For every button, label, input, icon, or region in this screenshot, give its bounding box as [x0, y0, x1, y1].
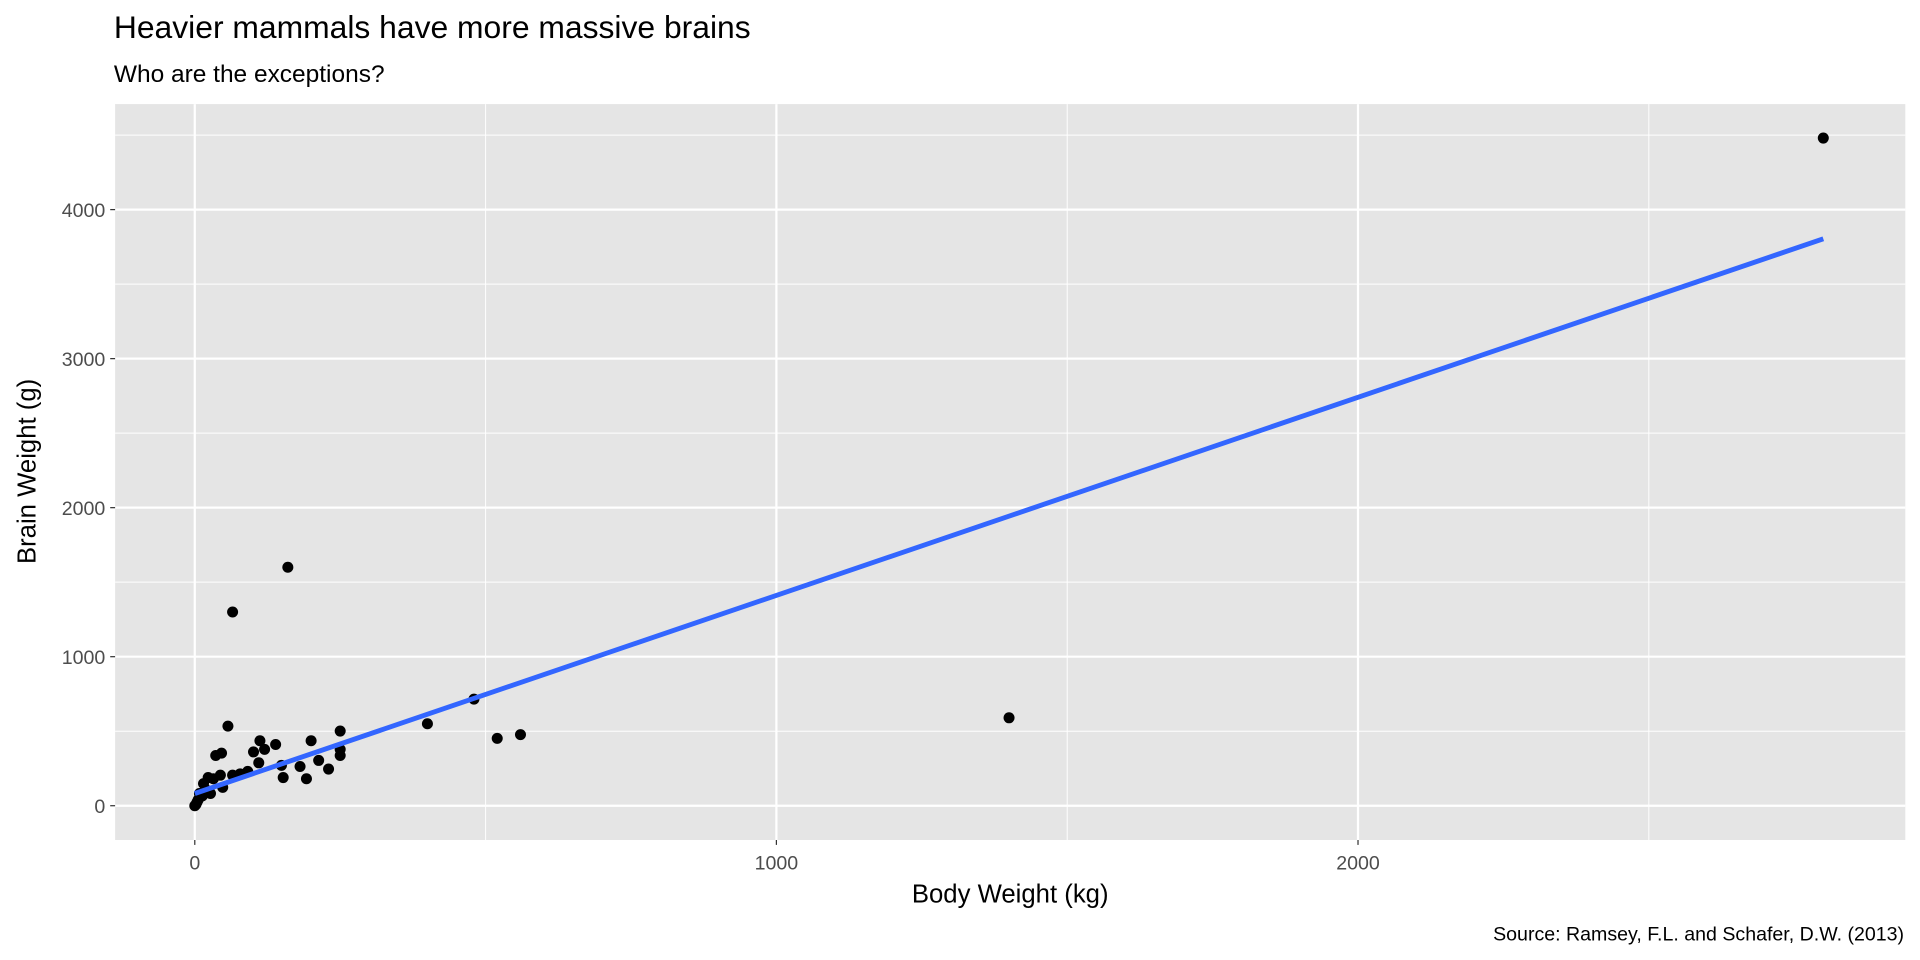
- point: [227, 606, 239, 618]
- point: [334, 749, 346, 762]
- point: [294, 761, 306, 773]
- y-tick-label: 3000: [62, 349, 106, 371]
- point: [334, 725, 346, 737]
- point: [305, 735, 317, 747]
- point: [421, 718, 433, 730]
- x-tick-label: 2000: [1336, 852, 1380, 874]
- chart-title: Heavier mammals have more massive brains: [114, 9, 751, 45]
- fit-line: [193, 236, 1825, 796]
- point: [313, 754, 325, 766]
- point: [191, 796, 203, 808]
- y-tick-label: 4000: [62, 200, 106, 222]
- point: [270, 738, 282, 750]
- x-tick-label: 0: [189, 852, 200, 874]
- point: [210, 749, 222, 762]
- point: [1003, 712, 1015, 724]
- y-tick-label: 2000: [62, 498, 106, 520]
- point: [514, 729, 526, 741]
- point: [248, 746, 260, 758]
- x-tick-label: 1000: [755, 852, 799, 874]
- point: [491, 732, 503, 744]
- point: [259, 743, 271, 755]
- point: [253, 757, 265, 769]
- point: [323, 763, 335, 775]
- y-axis-title: Brain Weight (g): [14, 379, 42, 564]
- point: [1817, 132, 1829, 144]
- chart-subtitle: Who are the exceptions?: [114, 61, 385, 88]
- point: [300, 773, 312, 785]
- point: [254, 735, 266, 747]
- point: [282, 561, 294, 573]
- point: [222, 720, 234, 732]
- point: [277, 772, 289, 784]
- y-tick-label: 0: [94, 796, 105, 818]
- point: [207, 773, 219, 785]
- y-tick-label: 1000: [62, 647, 106, 669]
- x-axis-title: Body Weight (kg): [912, 880, 1109, 908]
- caption: Source: Ramsey, F.L. and Schafer, D.W. (…: [1493, 923, 1904, 945]
